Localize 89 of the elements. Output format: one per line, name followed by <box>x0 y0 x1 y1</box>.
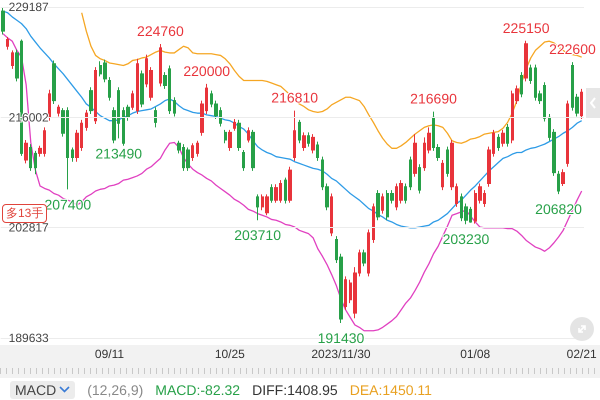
candlestick <box>413 134 417 178</box>
candlestick <box>501 129 505 148</box>
candlestick <box>529 64 532 84</box>
candlestick <box>561 168 565 186</box>
x-tick-label: 10/25 <box>214 347 246 361</box>
candlestick <box>242 149 245 172</box>
candlestick <box>48 89 51 122</box>
candlestick <box>381 193 384 214</box>
candlestick <box>302 132 306 152</box>
candlestick <box>441 160 444 191</box>
candlestick <box>330 193 333 237</box>
annotation: 191430 <box>318 330 365 346</box>
candlestick <box>524 40 528 82</box>
annotation: 220000 <box>183 62 230 79</box>
candlestick <box>372 203 375 244</box>
candlestick <box>224 129 227 144</box>
candlestick <box>173 96 176 118</box>
y-tick-label: 216002 <box>8 110 50 124</box>
candlestick <box>233 118 236 132</box>
candlestick <box>131 90 134 110</box>
candlestick <box>228 129 232 152</box>
candlestick <box>409 156 412 191</box>
candlestick <box>307 132 310 148</box>
candlestick <box>316 141 319 162</box>
y-tick-label: 229187 <box>8 0 50 14</box>
candlestick <box>557 170 560 195</box>
x-tick-label: 01/08 <box>460 347 491 361</box>
candlestick <box>154 106 157 128</box>
candlestick <box>11 50 14 70</box>
candlestick <box>140 70 144 108</box>
candlestick <box>506 124 509 148</box>
candlestick <box>34 150 37 175</box>
candlestick <box>186 146 190 172</box>
candlestick <box>29 144 32 172</box>
candlestick <box>446 146 449 178</box>
x-tick-label: 09/11 <box>94 347 124 361</box>
text: DIFF:1408.95 <box>252 382 338 398</box>
candlestick <box>566 100 569 168</box>
candlestick <box>418 164 421 194</box>
annotation: 多13手 <box>6 206 44 220</box>
annotation: 224760 <box>137 23 184 40</box>
candlestick <box>580 88 583 120</box>
candlestick <box>311 134 315 154</box>
candlestick <box>94 66 97 125</box>
candlestick <box>191 142 194 162</box>
candlestick <box>1 7 5 36</box>
text: (12,26,9) <box>87 382 144 398</box>
annotation: 216690 <box>410 90 458 107</box>
candlestick <box>159 44 162 87</box>
candlestick <box>362 249 366 267</box>
candlestick <box>274 184 278 204</box>
candlestick <box>103 59 107 83</box>
candlestick <box>89 86 93 115</box>
candlestick <box>404 182 407 204</box>
candlestick <box>497 134 500 152</box>
annotation: 203230 <box>442 231 490 248</box>
candlestick <box>298 119 301 144</box>
annotation: 203710 <box>234 227 282 244</box>
candlestick <box>284 177 287 204</box>
candlestick <box>265 194 269 216</box>
candlestick <box>293 110 296 162</box>
candlestick <box>136 58 139 115</box>
candlestick <box>520 72 523 98</box>
text: MACD <box>15 382 56 398</box>
y-tick-label: 202817 <box>8 220 50 235</box>
candlestick <box>251 129 255 172</box>
candlestick <box>85 109 88 132</box>
candlestick <box>270 184 273 204</box>
candlestick <box>367 228 370 277</box>
annotation: 213490 <box>95 145 142 162</box>
candlestick <box>52 60 56 104</box>
candlestick <box>57 104 60 118</box>
x-tick-label: 2023/11/30 <box>311 347 371 361</box>
candlestick <box>196 140 199 158</box>
annotation: 225150 <box>502 20 550 36</box>
candlestick <box>108 76 111 102</box>
text: DEA:1450.11 <box>350 382 432 398</box>
y-tick-label: 189633 <box>8 331 50 345</box>
text: MACD:-82.32 <box>155 382 240 398</box>
candlestick <box>344 276 347 310</box>
candlestick <box>24 139 28 164</box>
candlestick <box>256 194 259 221</box>
x-tick-label: 02/21 <box>566 347 598 361</box>
candlestick <box>288 166 292 204</box>
candlestick <box>6 36 9 50</box>
candlestick <box>247 126 250 143</box>
candlestick <box>237 119 241 152</box>
candlestick <box>376 190 380 221</box>
candlestick <box>71 146 74 162</box>
